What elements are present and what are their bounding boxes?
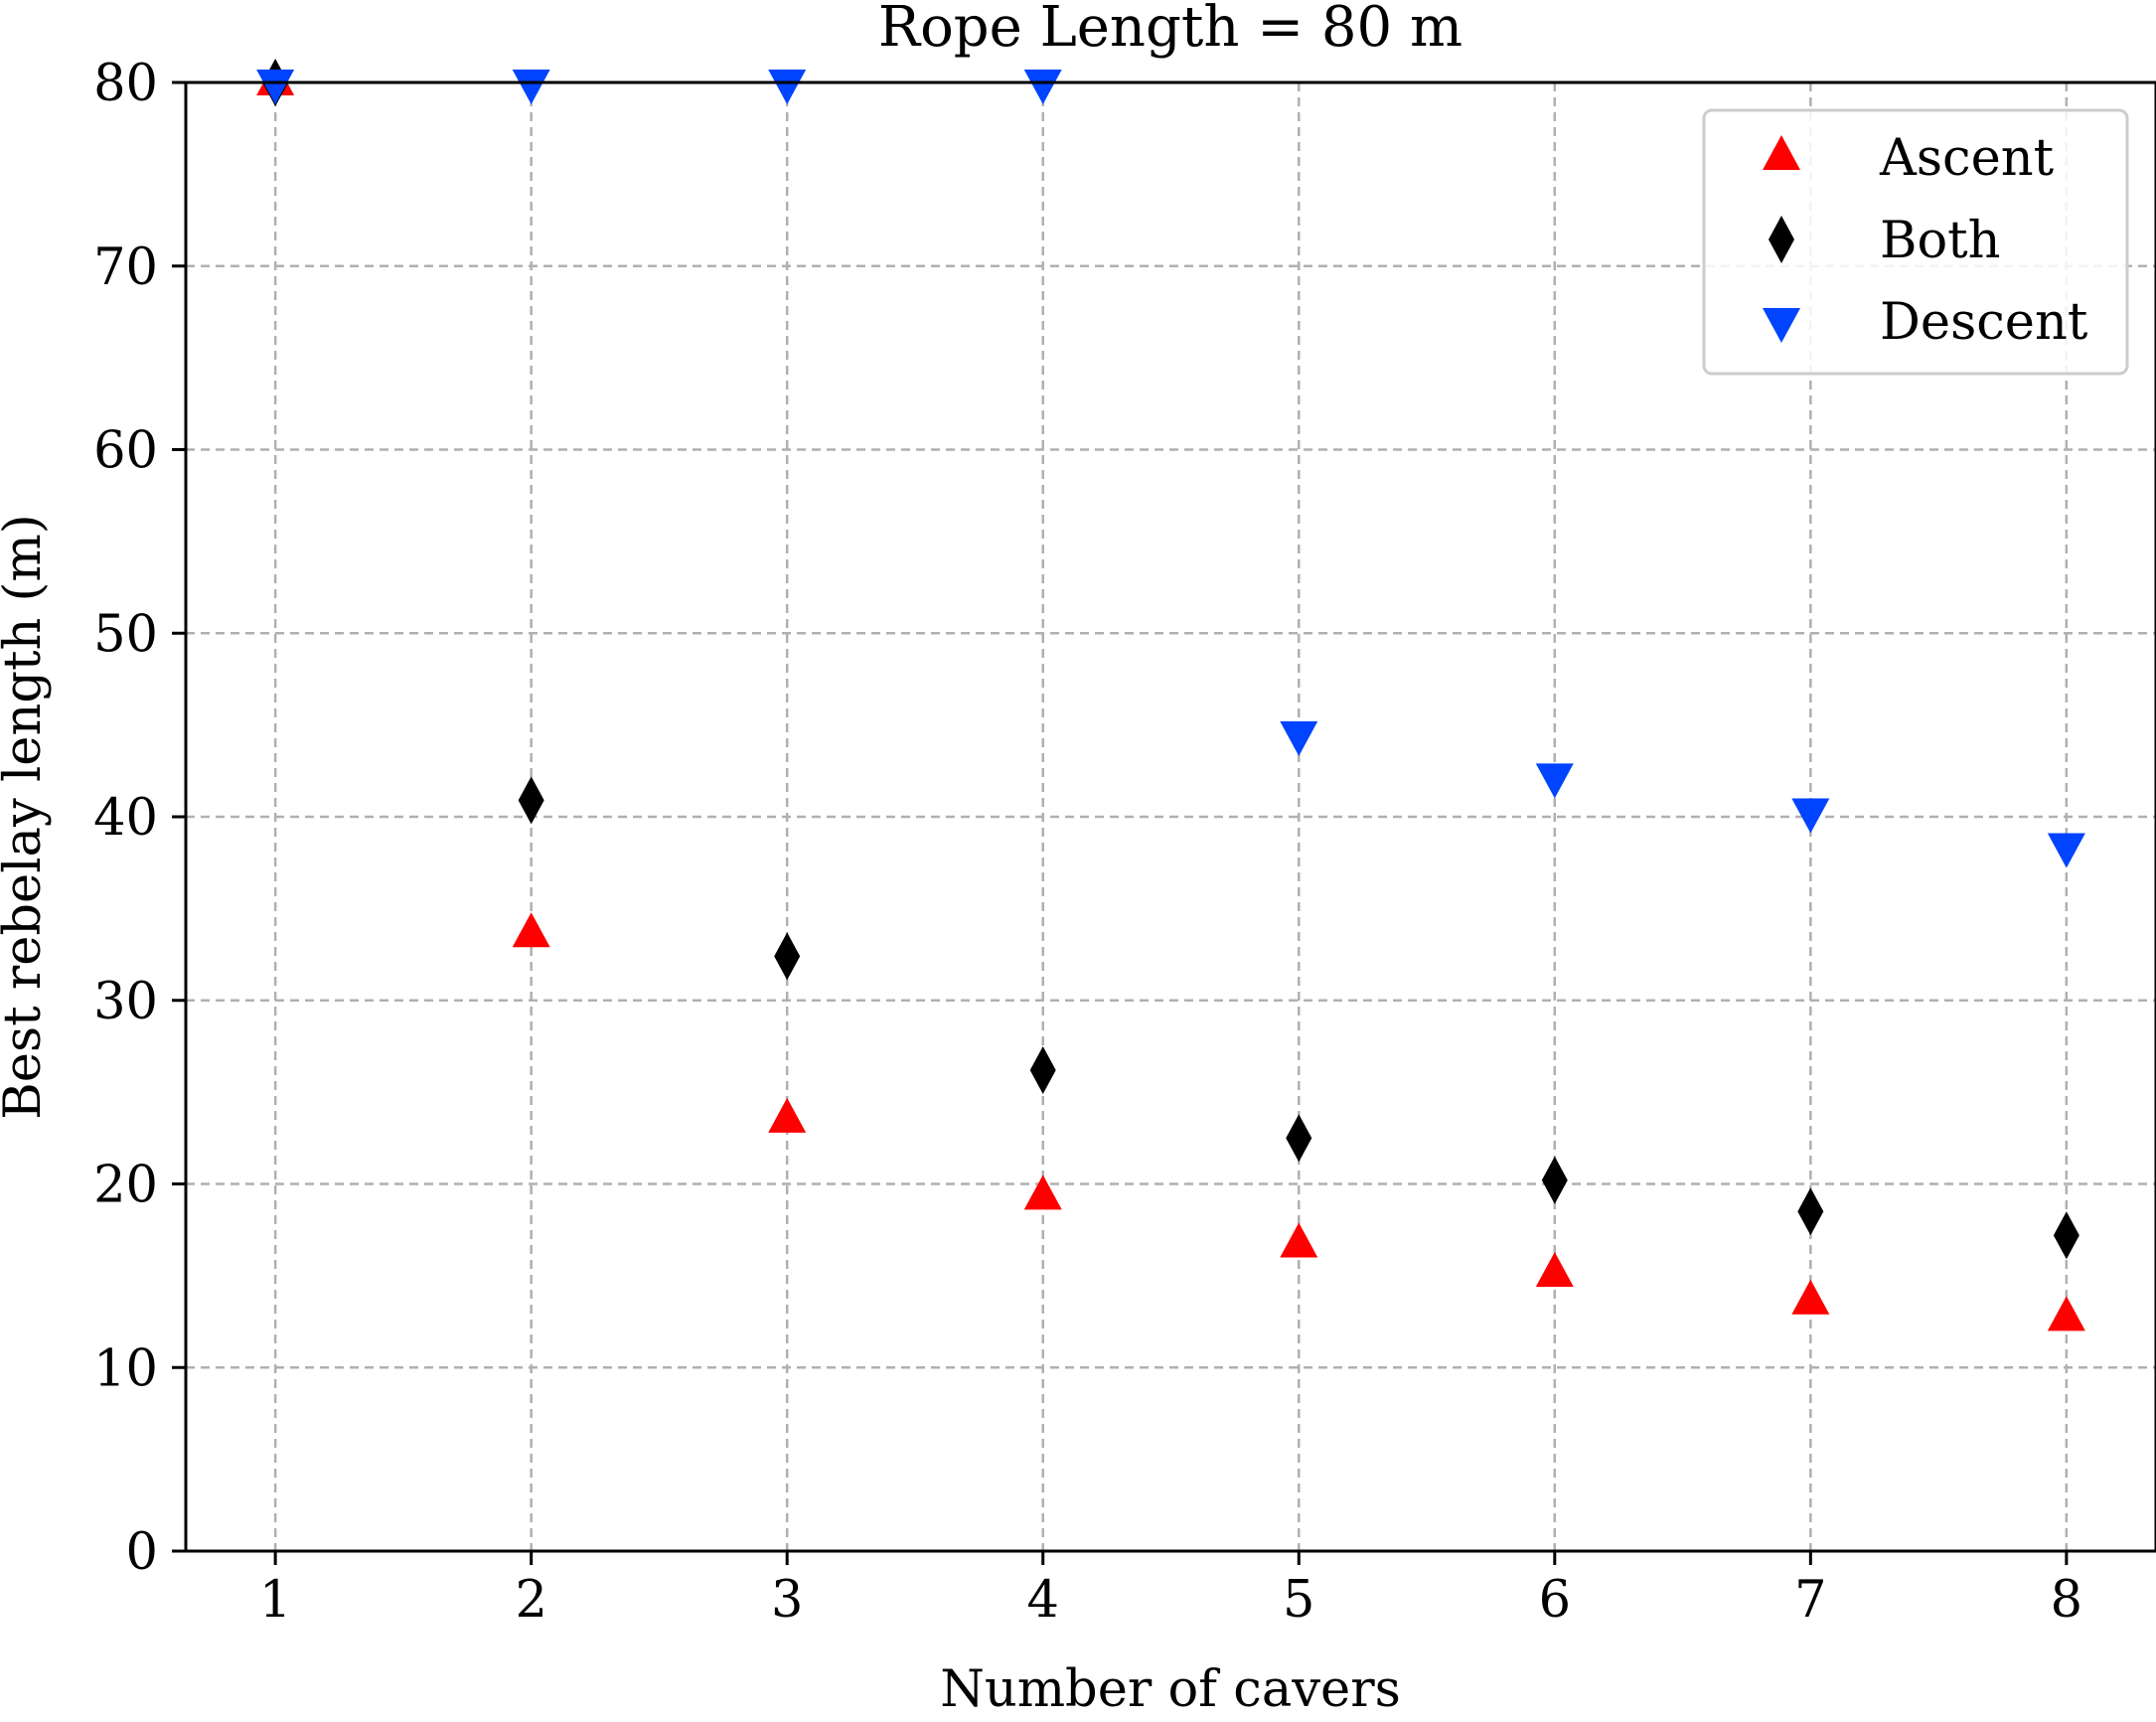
plot-frame xyxy=(184,80,2156,1553)
data-points xyxy=(256,59,2085,1331)
data-point-both xyxy=(2053,1211,2079,1260)
data-point-descent xyxy=(256,70,295,104)
data-point-both xyxy=(774,932,801,981)
data-point-ascent xyxy=(1791,1279,1830,1315)
y-axis-label: Best rebelay length (m) xyxy=(0,514,53,1119)
legend-label-both: Both xyxy=(1880,212,2001,270)
data-point-ascent xyxy=(1535,1252,1574,1288)
x-tick-label: 7 xyxy=(1794,1571,1826,1630)
y-tick-label: 20 xyxy=(93,1157,158,1215)
data-point-both xyxy=(1029,1045,1056,1094)
data-point-descent xyxy=(1791,798,1830,834)
y-tick-label: 60 xyxy=(93,422,158,481)
data-point-descent xyxy=(1535,763,1574,799)
data-point-ascent xyxy=(1023,1174,1062,1210)
data-point-both xyxy=(1541,1156,1568,1204)
data-point-both xyxy=(518,776,544,825)
data-point-descent xyxy=(2047,833,2085,868)
data-point-descent xyxy=(1023,70,1062,104)
y-tick-label: 80 xyxy=(93,55,158,113)
legend-marker-both xyxy=(1769,216,1794,263)
data-point-descent xyxy=(768,70,807,104)
legend-marker-ascent xyxy=(1763,135,1800,170)
axis-ticks: 0 10 20 30 40 50 60 70 80 1 2 3 4 5 6 7 8 xyxy=(93,55,2082,1630)
x-tick-label: 1 xyxy=(259,1571,291,1630)
y-tick-label: 10 xyxy=(93,1339,158,1398)
x-tick-label: 3 xyxy=(771,1571,803,1630)
data-point-both xyxy=(1286,1114,1312,1163)
x-tick-label: 2 xyxy=(515,1571,546,1630)
y-tick-label: 50 xyxy=(93,605,158,664)
x-tick-label: 6 xyxy=(1539,1571,1571,1630)
grid-lines xyxy=(186,80,2156,1553)
data-point-descent xyxy=(1280,720,1318,756)
y-tick-label: 70 xyxy=(93,238,158,297)
legend-label-ascent: Ascent xyxy=(1879,129,2055,188)
x-tick-label: 8 xyxy=(2051,1571,2082,1630)
data-point-ascent xyxy=(2047,1296,2085,1331)
y-tick-label: 0 xyxy=(126,1523,158,1582)
legend-marker-descent xyxy=(1763,308,1800,343)
data-point-ascent xyxy=(1280,1222,1318,1258)
chart-title: Rope Length = 80 m xyxy=(878,0,1463,60)
data-point-both xyxy=(1797,1187,1824,1236)
data-point-descent xyxy=(512,70,550,104)
x-axis-label: Number of cavers xyxy=(940,1660,1401,1719)
y-tick-label: 40 xyxy=(93,789,158,848)
legend-box xyxy=(1702,108,2129,376)
data-point-ascent xyxy=(768,1097,807,1133)
x-tick-label: 5 xyxy=(1283,1571,1314,1630)
x-tick-label: 4 xyxy=(1027,1571,1059,1630)
data-point-ascent xyxy=(512,912,550,948)
y-tick-label: 30 xyxy=(93,973,158,1031)
legend: Ascent Both Descent xyxy=(1702,108,2129,376)
legend-label-descent: Descent xyxy=(1880,293,2088,352)
